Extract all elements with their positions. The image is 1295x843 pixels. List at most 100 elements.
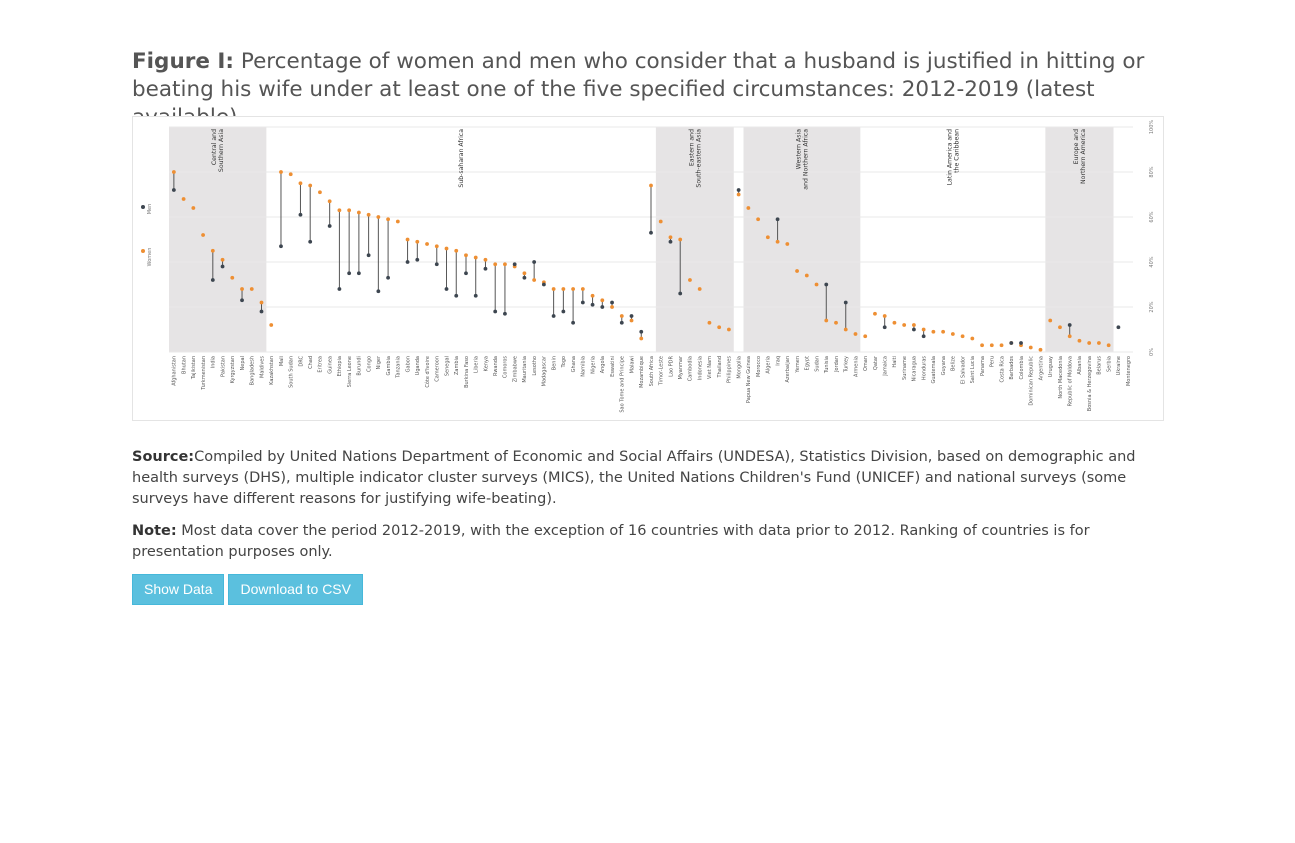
x-tick-label: South Africa [649,356,655,386]
women-point [366,212,371,217]
region-label: Latin America and [946,129,953,185]
x-tick-label: Jamaica [882,356,888,377]
y-tick-label: 20% [1149,301,1155,312]
x-tick-label: Oman [863,356,869,371]
x-tick-label: Côte d'Ivoire [424,356,431,388]
x-tick-label: Sudan [814,356,820,372]
x-tick-label: Nigeria [590,356,596,374]
women-point [610,305,614,309]
men-point [279,244,283,249]
button-bar: Show Data Download to CSV [132,574,363,605]
women-point [668,235,673,240]
women-point [863,334,868,339]
men-point [824,282,829,287]
women-point [834,320,838,325]
women-point [902,323,907,327]
x-tick-label: Costa Rica [999,356,1005,382]
x-tick-label: Serbia [1106,356,1112,372]
women-point [697,287,702,291]
men-point [171,188,176,192]
men-point [649,230,653,235]
women-point [658,219,663,224]
x-tick-label: Guinea [327,356,333,374]
x-tick-label: Tajikistan [191,356,197,380]
x-tick-label: Egypt [805,356,811,370]
x-tick-label: Burkina Faso [464,356,470,388]
women-point [1097,341,1101,345]
x-tick-label: Guyana [941,356,947,375]
region-label: Northern America [1080,129,1087,184]
women-point [688,278,692,282]
x-tick-label: Madagascar [542,355,548,386]
x-tick-label: Suriname [902,356,908,380]
men-point [629,314,634,318]
women-point [522,271,527,276]
men-point [464,271,468,276]
men-point [912,327,916,332]
men-point [882,325,887,330]
x-tick-label: Turkey [844,356,850,373]
women-point [249,287,254,291]
men-point [483,266,488,271]
x-tick-label: Colombia [1019,356,1025,380]
x-tick-label: South Sudan [289,356,295,388]
men-point [551,314,556,318]
x-tick-label: Malawi [629,356,635,373]
y-tick-label: 100% [1149,120,1155,135]
women-point [444,246,449,251]
men-point [522,275,527,280]
women-point [843,327,848,332]
download-csv-button[interactable]: Download to CSV [228,574,363,605]
legend-women-label: Women [147,248,153,267]
women-point [999,343,1004,348]
x-tick-label: Peru [990,356,996,367]
men-point [619,320,624,325]
women-point [970,336,975,341]
women-point [1048,318,1053,323]
region-label: and Northern Africa [802,129,809,190]
men-point [921,334,926,339]
x-tick-label: Philippines [727,356,733,383]
men-point [337,287,342,291]
x-tick-label: India [211,356,217,368]
x-tick-label: Republic of Moldova [1068,356,1074,406]
x-tick-label: Gabon [405,356,411,372]
men-point [347,271,352,276]
x-tick-label: Benin [551,356,557,370]
women-point [765,235,770,240]
x-tick-label: Timor-Leste [659,356,665,386]
x-tick-label: Yemen [795,356,801,374]
men-point [600,305,605,309]
note-text: Most data cover the period 2012-2019, wi… [132,523,1090,560]
women-point [1077,338,1082,343]
women-point [950,332,955,336]
women-point [892,320,897,325]
women-point [941,329,946,334]
women-point [1058,325,1062,330]
women-point [795,269,799,273]
x-tick-label: Uganda [415,356,421,375]
x-tick-label: Pakistan [220,356,226,377]
men-point [366,253,371,258]
x-tick-label: Afghanistan [172,356,178,386]
men-point [512,262,517,267]
women-point [259,300,264,305]
region-label: Europe and [1073,129,1080,164]
x-tick-label: Haiti [892,356,898,368]
women-point [600,298,605,303]
women-point [386,217,390,222]
men-point [259,309,264,314]
x-tick-label: Liberia [474,356,480,373]
women-point [298,181,303,186]
men-point [356,271,361,276]
men-point [434,262,439,267]
women-point [288,172,293,177]
men-point [532,260,537,264]
women-point [1038,347,1043,352]
show-data-button[interactable]: Show Data [132,574,225,605]
x-tick-label: Sao Tome and Principe [620,356,626,413]
women-point [415,239,420,244]
region-shade [743,127,861,352]
women-point [220,257,225,262]
chart-container: 0% 20% 40% 60% 80% 100% Central and Southern As… [132,116,1164,421]
